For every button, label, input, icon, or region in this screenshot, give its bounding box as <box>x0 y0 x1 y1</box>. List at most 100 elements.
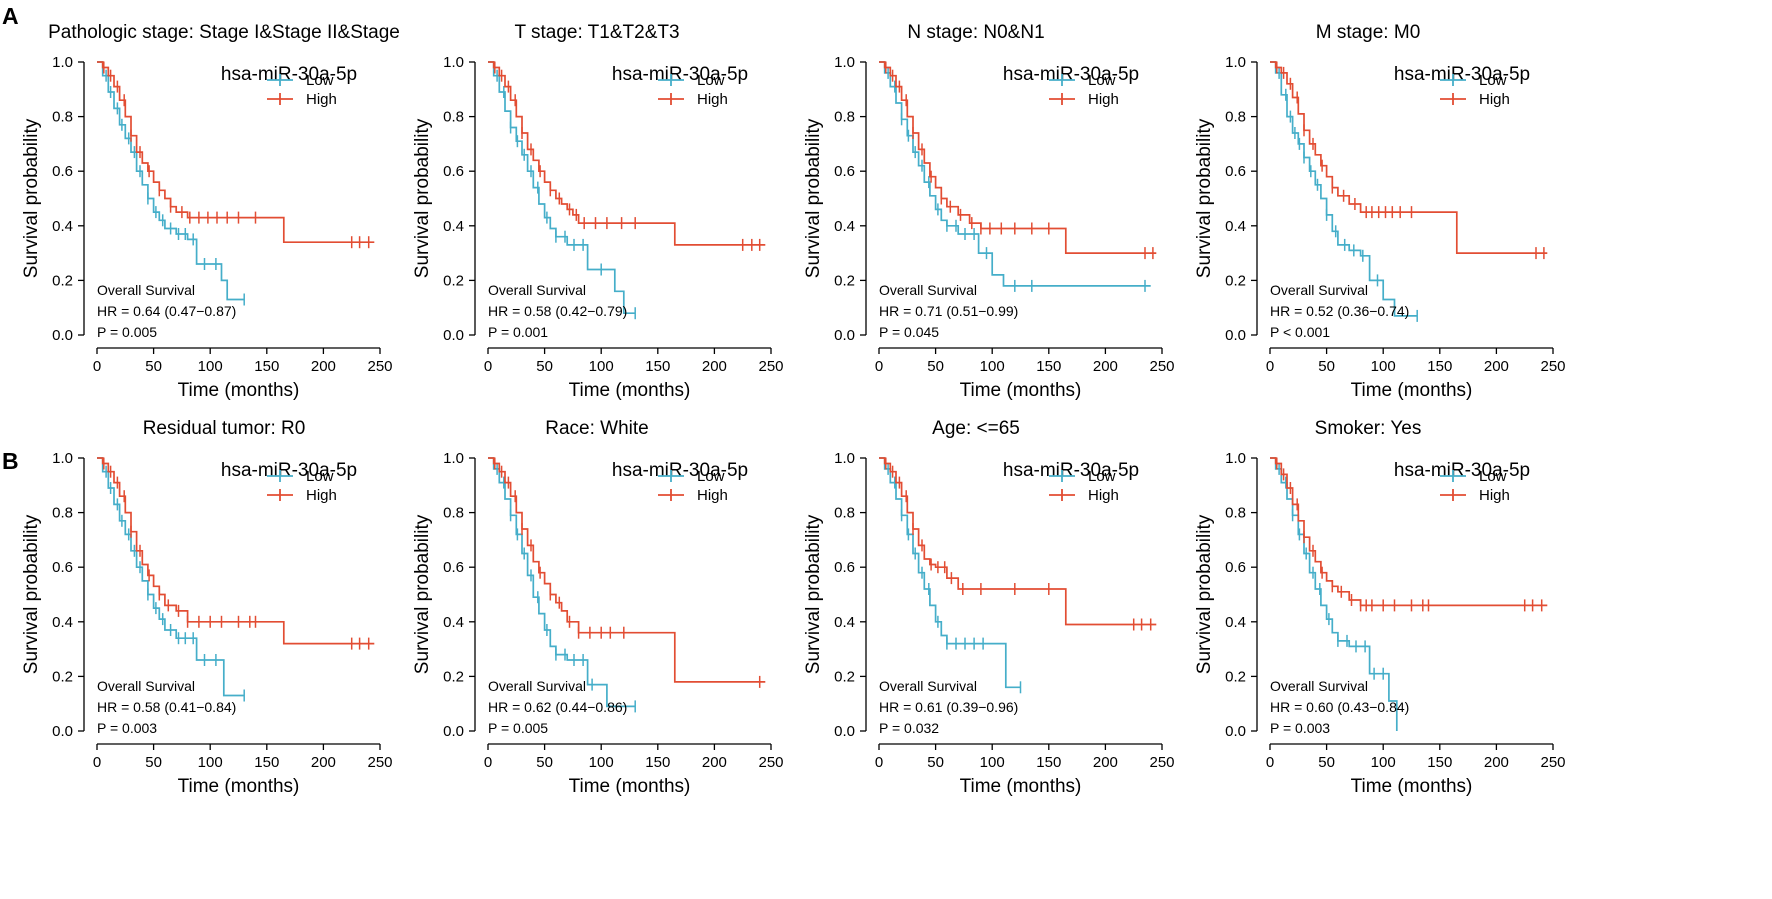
p-value: P = 0.045 <box>879 324 939 340</box>
x-tick-label: 100 <box>980 754 1005 771</box>
stats-caption: Overall Survival <box>879 282 977 298</box>
x-tick-label: 150 <box>1427 358 1452 375</box>
x-tick-label: 250 <box>758 358 783 375</box>
p-value: P = 0.003 <box>97 720 157 736</box>
y-tick-label: 0.4 <box>52 614 73 631</box>
y-tick-label: 0.0 <box>834 327 855 344</box>
y-tick-label: 0.4 <box>52 218 73 235</box>
legend-title: hsa-miR-30a-5p <box>1394 460 1530 481</box>
survival-curve-low <box>879 457 1021 689</box>
y-axis-label: Survival probability <box>21 514 42 674</box>
km-plots-grid: Pathologic stage: Stage I&Stage II&Stage… <box>21 22 1566 797</box>
y-tick-label: 0.0 <box>834 723 855 740</box>
p-value: P = 0.005 <box>97 324 157 340</box>
y-tick-label: 0.6 <box>1225 163 1246 180</box>
x-axis-label: Time (months) <box>1351 380 1473 401</box>
x-tick-label: 100 <box>589 358 614 375</box>
legend-title: hsa-miR-30a-5p <box>612 64 748 85</box>
x-tick-label: 200 <box>1093 754 1118 771</box>
x-tick-label: 50 <box>536 754 553 771</box>
legend-label-low: Low <box>306 72 334 89</box>
x-tick-label: 200 <box>702 754 727 771</box>
y-tick-label: 0.8 <box>834 505 855 522</box>
km-plot: Pathologic stage: Stage I&Stage II&Stage… <box>21 22 400 401</box>
legend-label-low: Low <box>1088 468 1116 485</box>
legend-title: hsa-miR-30a-5p <box>1394 64 1530 85</box>
hazard-ratio: HR = 0.60 (0.43−0.84) <box>1270 699 1409 715</box>
plot-title: Smoker: Yes <box>1315 418 1422 439</box>
y-tick-label: 1.0 <box>834 54 855 71</box>
hazard-ratio: HR = 0.61 (0.39−0.96) <box>879 699 1018 715</box>
y-axis-label: Survival probability <box>1194 514 1215 674</box>
survival-curve-high <box>97 457 375 645</box>
p-value: P = 0.005 <box>488 720 548 736</box>
x-tick-label: 0 <box>875 358 883 375</box>
y-tick-label: 1.0 <box>52 450 73 467</box>
legend-label-high: High <box>306 487 337 504</box>
stats-caption: Overall Survival <box>488 678 586 694</box>
y-tick-label: 0.0 <box>443 327 464 344</box>
y-tick-label: 0.6 <box>443 559 464 576</box>
x-axis-label: Time (months) <box>960 776 1082 797</box>
x-tick-label: 150 <box>254 358 279 375</box>
x-tick-label: 250 <box>1540 358 1565 375</box>
y-axis-label: Survival probability <box>412 118 433 278</box>
x-tick-label: 50 <box>1318 358 1335 375</box>
x-tick-label: 100 <box>1371 754 1396 771</box>
x-tick-label: 250 <box>367 754 392 771</box>
x-tick-label: 50 <box>927 358 944 375</box>
y-tick-label: 0.0 <box>52 327 73 344</box>
y-axis-label: Survival probability <box>412 514 433 674</box>
stats-caption: Overall Survival <box>488 282 586 298</box>
y-axis-label: Survival probability <box>803 514 824 674</box>
plot-title: Pathologic stage: Stage I&Stage II&Stage <box>48 22 400 43</box>
x-tick-label: 100 <box>198 754 223 771</box>
km-plot: N stage: N0&N1 0.0 0.2 0.4 0.6 0.8 1.0 0 50 100 15… <box>803 22 1175 401</box>
y-tick-label: 1.0 <box>1225 54 1246 71</box>
hazard-ratio: HR = 0.64 (0.47−0.87) <box>97 303 236 319</box>
x-tick-label: 0 <box>93 358 101 375</box>
x-tick-label: 0 <box>484 358 492 375</box>
x-axis-label: Time (months) <box>569 776 691 797</box>
survival-curve-low <box>488 61 636 315</box>
survival-curve-high <box>1270 61 1548 254</box>
x-tick-label: 100 <box>980 358 1005 375</box>
y-tick-label: 0.0 <box>52 723 73 740</box>
x-tick-label: 200 <box>311 358 336 375</box>
km-plot: Age: <=65 0.0 0.2 0.4 0.6 0.8 1.0 0 50 100 150 200 2… <box>803 418 1175 797</box>
x-axis-label: Time (months) <box>178 776 300 797</box>
x-tick-label: 200 <box>1484 358 1509 375</box>
y-axis-label: Survival probability <box>1194 118 1215 278</box>
x-tick-label: 150 <box>1036 358 1061 375</box>
x-tick-label: 150 <box>254 754 279 771</box>
y-tick-label: 0.2 <box>1225 272 1246 289</box>
y-axis-label: Survival probability <box>21 118 42 278</box>
y-tick-label: 0.0 <box>443 723 464 740</box>
y-tick-label: 0.8 <box>834 109 855 126</box>
x-tick-label: 150 <box>645 754 670 771</box>
panel-label-b: B <box>2 448 19 474</box>
y-tick-label: 0.2 <box>834 272 855 289</box>
y-tick-label: 0.6 <box>52 163 73 180</box>
legend-label-high: High <box>1479 487 1510 504</box>
survival-curve-low <box>879 61 1151 287</box>
y-tick-label: 0.8 <box>52 505 73 522</box>
y-axis-label: Survival probability <box>803 118 824 278</box>
survival-curve-high <box>879 61 1157 254</box>
x-tick-label: 100 <box>198 358 223 375</box>
y-tick-label: 0.2 <box>52 668 73 685</box>
x-tick-label: 0 <box>1266 754 1274 771</box>
survival-curve-low <box>1270 457 1398 731</box>
y-tick-label: 0.4 <box>443 218 464 235</box>
plot-title: Race: White <box>545 418 648 439</box>
km-plot: T stage: T1&T2&T3 0.0 0.2 0.4 0.6 0.8 1.0 0 50 10… <box>412 22 784 401</box>
legend-label-low: Low <box>1088 72 1116 89</box>
hazard-ratio: HR = 0.71 (0.51−0.99) <box>879 303 1018 319</box>
hazard-ratio: HR = 0.52 (0.36−0.74) <box>1270 303 1409 319</box>
p-value: P < 0.001 <box>1270 324 1330 340</box>
plot-title: Age: <=65 <box>932 418 1020 439</box>
y-tick-label: 0.6 <box>1225 559 1246 576</box>
plot-title: Residual tumor: R0 <box>143 418 306 439</box>
survival-curve-low <box>488 457 636 708</box>
